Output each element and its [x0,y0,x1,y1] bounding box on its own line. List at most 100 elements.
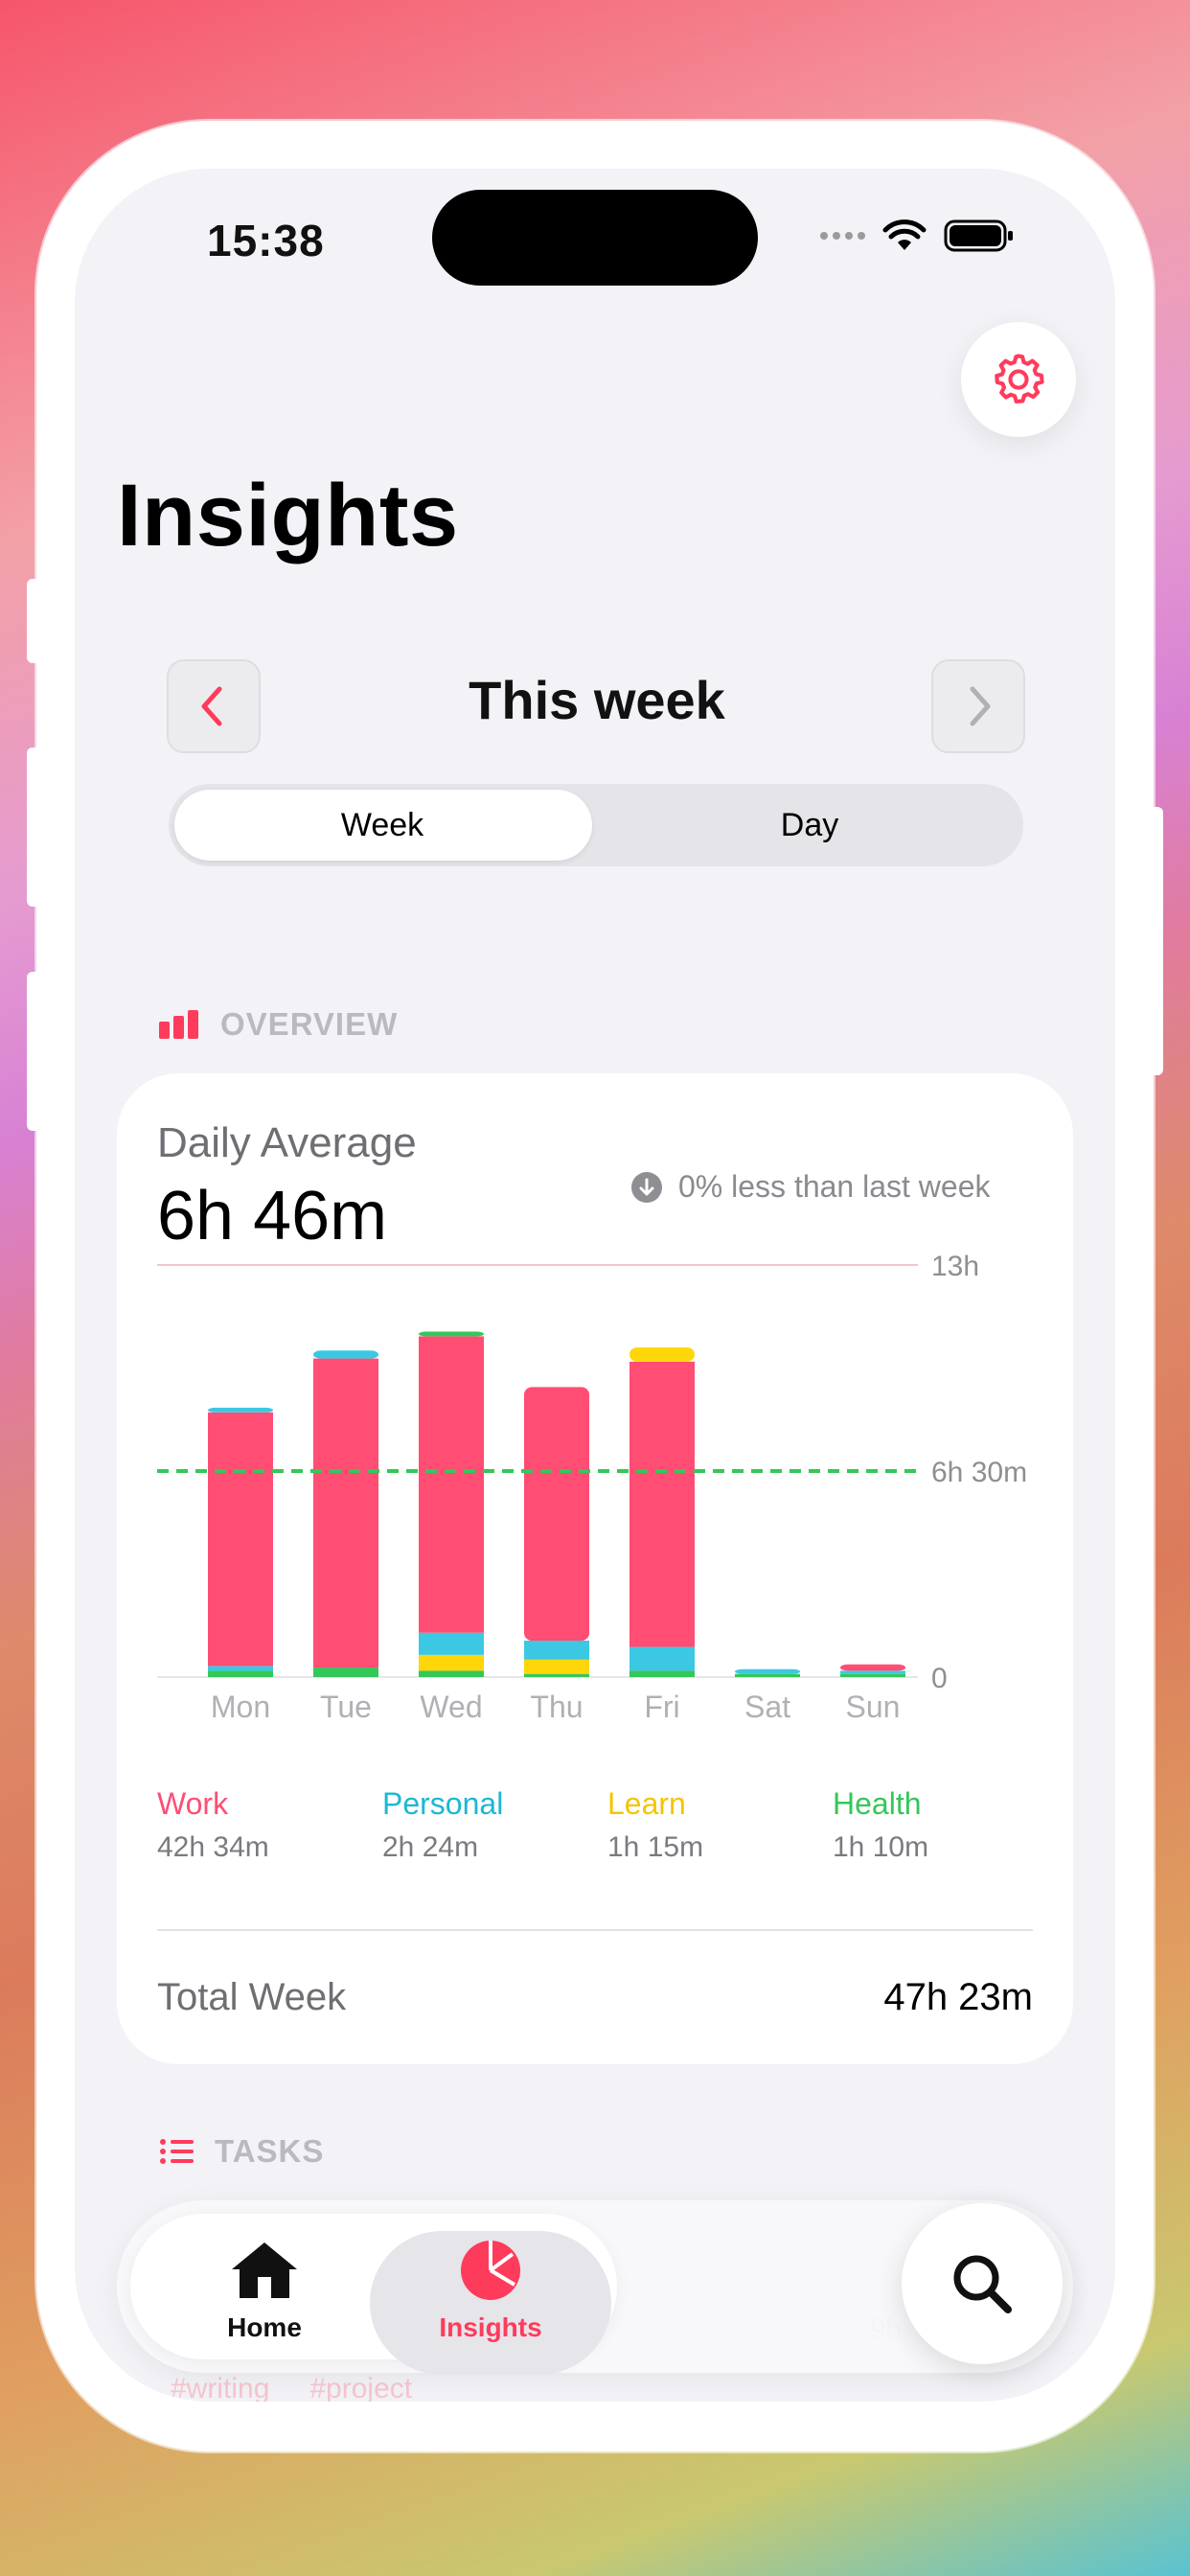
tab-insights[interactable]: Insights [376,2239,606,2343]
bar-chart-icon [159,1010,198,1039]
bar-segment-personal [208,1407,273,1413]
overview-label: OVERVIEW [220,1006,399,1042]
week-day-segmented-control: Week Day [169,784,1023,866]
tab-group: Home Insights [130,2214,617,2375]
legend-value: 1h 15m [607,1831,704,1863]
bar-segment-learn [629,1347,695,1362]
dynamic-island [432,190,758,286]
x-tick-label: Tue [320,1690,372,1724]
daily-average-label: Daily Average [157,1119,417,1166]
bar-segment-work [419,1336,484,1633]
tab-home[interactable]: Home [149,2239,379,2343]
bar-segment-health [840,1673,905,1677]
segment-selected-indicator [174,790,592,861]
comparison: 0% less than last week [630,1169,991,1205]
page-title: Insights [117,467,459,564]
tasks-section-header: TASKS [159,2133,324,2170]
card-divider [157,1929,1033,1931]
bar-segment-health [735,1673,800,1677]
tag-chip: #writing [171,2373,270,2402]
comparison-text: 0% less than last week [678,1169,991,1204]
battery-icon [944,219,1013,252]
arrow-down-circle-icon [631,1171,662,1203]
legend-name: Health [833,1786,922,1821]
bar-segment-health [419,1331,484,1337]
legend-value: 42h 34m [157,1831,269,1863]
legend-item: Learn 1h 15m [607,1786,703,1864]
bar-segment-work [524,1387,589,1641]
x-tick-label: Wed [420,1690,482,1724]
wifi-icon [882,219,927,250]
bar-segment-personal [840,1670,905,1674]
chevron-right-icon [970,686,991,726]
next-period-button[interactable] [931,659,1025,753]
x-tick-label: Thu [530,1690,583,1724]
legend-item: Health 1h 10m [833,1786,928,1864]
bar-segment-personal [735,1668,800,1674]
bar-segment-health [313,1668,378,1677]
status-icons [820,218,1015,253]
settings-button[interactable] [961,322,1076,437]
list-icon [160,2139,194,2164]
bar-segment-personal [313,1350,378,1359]
tasks-label: TASKS [215,2133,325,2169]
bar-segment-personal [208,1666,273,1671]
side-button-right [1148,807,1163,1075]
y-tick-label: 13h [931,1251,979,1282]
x-tick-label: Mon [211,1690,270,1724]
x-tick-label: Sat [744,1690,790,1724]
house-icon [232,2242,297,2298]
search-button[interactable] [902,2203,1063,2364]
bar-segment-work [208,1412,273,1667]
bar-segment-health [208,1670,273,1677]
daily-average-value: 6h 46m [157,1178,388,1254]
y-tick-label: 6h 30m [931,1457,1027,1488]
magnifier-icon [953,2255,1012,2313]
side-button-left-3 [27,972,42,1131]
period-title: This week [469,670,725,730]
legend-name: Learn [607,1786,686,1821]
legend-name: Personal [382,1786,504,1821]
bar-segment-work [840,1664,905,1671]
x-tick-label: Sun [846,1690,901,1724]
bar-segment-personal [629,1646,695,1671]
tab-insights-label: Insights [439,2312,542,2342]
bar-segment-learn [524,1659,589,1674]
legend-item: Personal 2h 24m [382,1786,503,1864]
bar-segment-health [629,1670,695,1677]
segment-day[interactable]: Day [780,807,839,843]
overview-card: Daily Average 6h 46m 0% less than last w… [117,1073,1073,2064]
legend-value: 1h 10m [833,1831,929,1863]
tag-chip: #project [309,2373,413,2402]
pie-chart-icon [461,2241,520,2300]
category-legend: Work 42h 34m Personal 2h 24m Learn 1h 15m Heal… [157,1786,1058,1882]
bar-segment-personal [524,1640,589,1660]
bar-segment-personal [419,1632,484,1655]
overview-section-header: OVERVIEW [159,1006,398,1043]
gear-icon [995,354,1044,404]
bar-segment-work [313,1358,378,1668]
app-screen: 15:38 Insights This week [75,169,1115,2402]
legend-item: Work 42h 34m [157,1786,269,1864]
legend-name: Work [157,1786,229,1821]
bottom-tab-bar: Home Insights [117,2200,1073,2375]
bar-segment-health [419,1670,484,1677]
bar-segment-health [524,1673,589,1677]
bar-segment-work [629,1361,695,1647]
side-button-left-2 [27,748,42,907]
cellular-signal-icon [820,232,865,240]
x-tick-label: Fri [644,1690,679,1724]
weekly-stacked-bar-chart: 13h 6h 30m 0 Mon Tue Wed Thu Fri Sat Sun [157,1251,1027,1724]
status-time: 15:38 [207,216,325,265]
tab-home-label: Home [227,2312,302,2342]
y-tick-label: 0 [931,1663,948,1694]
total-week-value: 47h 23m [883,1976,1033,2018]
bar-segment-learn [419,1654,484,1671]
total-week-label: Total Week [157,1976,347,2018]
previous-period-button[interactable] [167,659,261,753]
task-peek-tags: #writing #project [171,2373,412,2402]
chevron-left-icon [201,686,222,726]
legend-value: 2h 24m [382,1831,479,1863]
segment-week[interactable]: Week [340,807,424,843]
side-button-left-1 [27,579,42,663]
